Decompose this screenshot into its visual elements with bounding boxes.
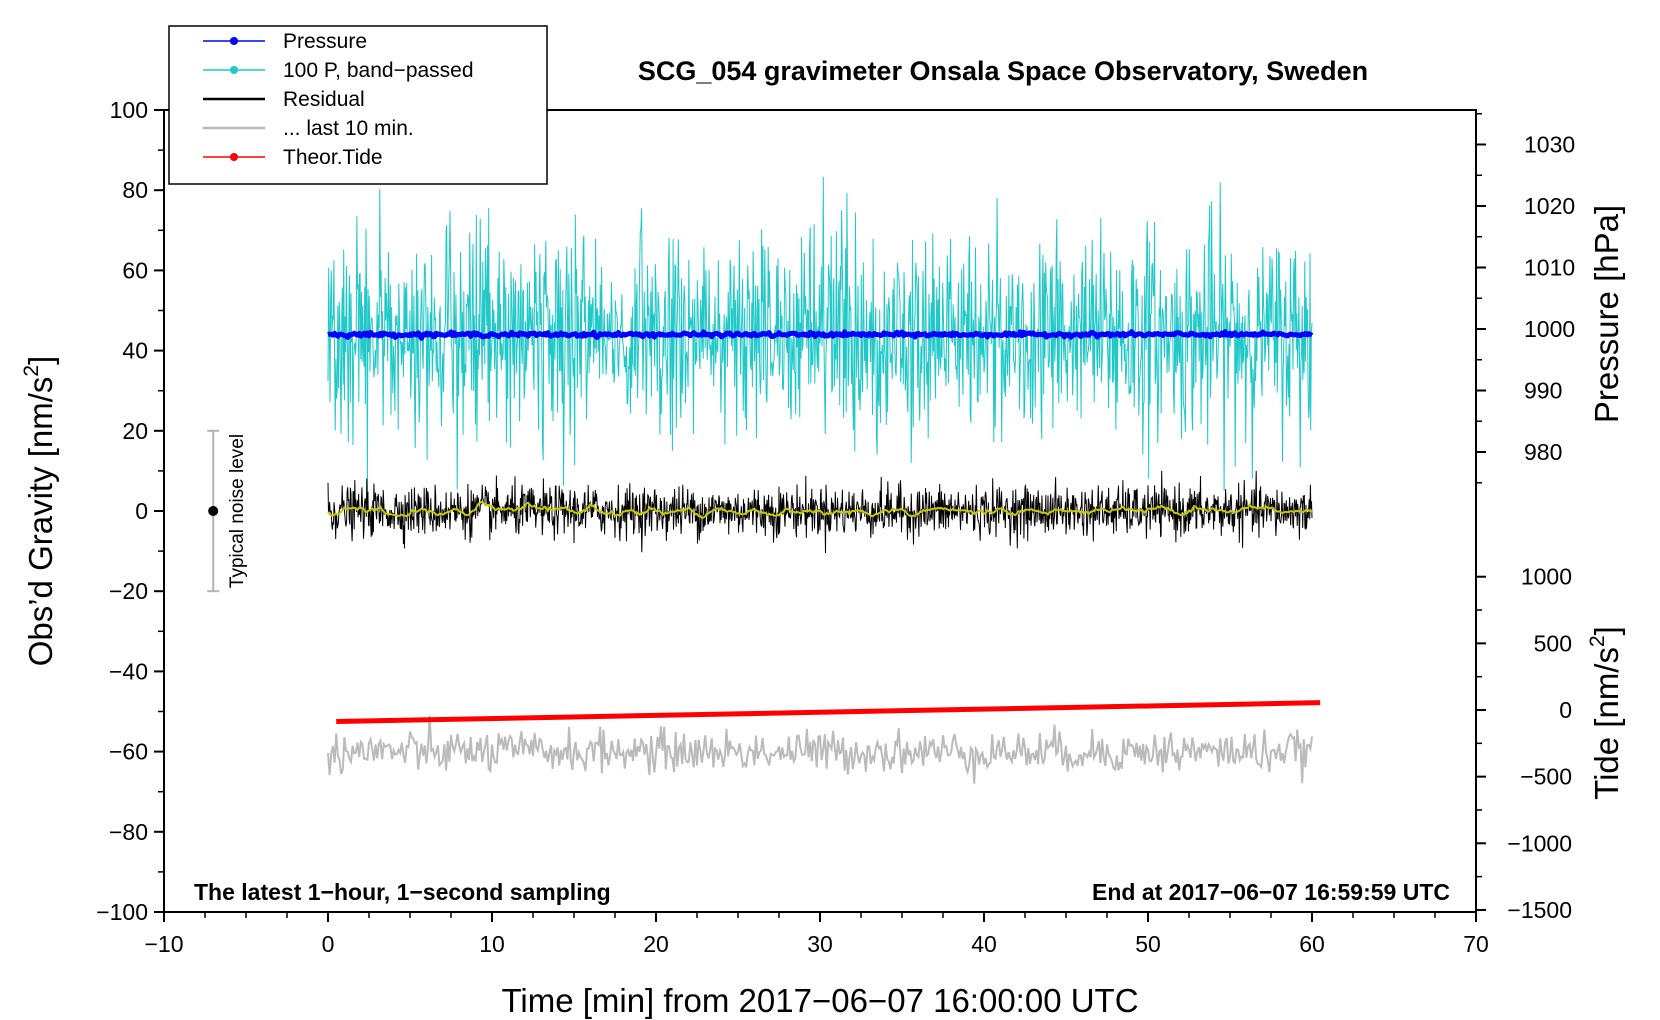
noise-level-indicator: Typical noise level: [207, 429, 248, 593]
y-tick-label: 80: [122, 177, 148, 203]
noise-bar-label: Typical noise level: [227, 434, 248, 588]
tide-axis-title: Tide [nm/s2]: [1586, 626, 1625, 800]
left-axis-title-sup: 2: [20, 365, 43, 377]
chart-title: SCG_054 gravimeter Onsala Space Observat…: [638, 56, 1368, 86]
tide-tick-label: 1000: [1521, 564, 1572, 590]
legend-label: 100 P, band−passed: [283, 59, 474, 82]
y-tick-label: 40: [122, 338, 148, 364]
tide-axis-title-close: ]: [1588, 626, 1625, 635]
tide-tick-label: −1500: [1507, 897, 1572, 923]
y-tick-label: −100: [96, 899, 148, 925]
x-tick-label: 30: [807, 931, 833, 957]
tide-axis-title-main: Tide [nm/s: [1588, 647, 1625, 800]
y-tick-label: 0: [135, 498, 148, 524]
legend-label: Residual: [283, 88, 365, 111]
y-tick-label: 20: [122, 418, 148, 444]
series-residual: [327, 470, 1313, 554]
legend-label: ... last 10 min.: [283, 117, 414, 140]
x-tick-label: 40: [971, 931, 997, 957]
x-tick-label: 20: [643, 931, 669, 957]
legend-label: Theor.Tide: [283, 146, 383, 169]
legend-item: Pressure: [203, 30, 367, 53]
x-tick-label: 50: [1135, 931, 1161, 957]
legend-item: ... last 10 min.: [203, 117, 414, 140]
legend-item: Residual: [203, 88, 365, 111]
y-tick-label: −40: [109, 658, 148, 684]
series-bandpassed-pressure: [327, 176, 1313, 491]
y-tick-label: −80: [109, 819, 148, 845]
y-tick-label: −20: [109, 578, 148, 604]
y-tick-label: −60: [109, 739, 148, 765]
tide-tick-label: 500: [1534, 630, 1572, 656]
axes: −10 0 10 20 30 40 50 60 70100806040200−20−40−60−…: [96, 97, 1575, 957]
legend-label: Pressure: [283, 30, 367, 53]
x-tick-label: 10: [479, 931, 505, 957]
plot-area: [327, 176, 1321, 784]
x-tick-label: 0: [322, 931, 335, 957]
pressure-tick-label: 980: [1524, 439, 1562, 465]
left-axis-title-close: ]: [22, 356, 59, 365]
pressure-tick-label: 1020: [1524, 193, 1575, 219]
x-tick-label: 70: [1463, 931, 1489, 957]
x-tick-label: 60: [1299, 931, 1325, 957]
pressure-axis-title: Pressure [hPa]: [1588, 205, 1625, 423]
pressure-tick-label: 1030: [1524, 132, 1575, 158]
y-tick-label: 60: [122, 257, 148, 283]
tide-tick-label: −1000: [1507, 830, 1572, 856]
legend-swatch-marker: [230, 66, 238, 74]
tide-axis-title-sup: 2: [1586, 635, 1609, 647]
pressure-tick-label: 1000: [1524, 316, 1575, 342]
x-tick-label: −10: [144, 931, 183, 957]
x-axis-title: Time [min] from 2017−06−07 16:00:00 UTC: [501, 982, 1138, 1019]
y-tick-label: 100: [110, 97, 148, 123]
legend-item: Theor.Tide: [203, 146, 383, 169]
legend-swatch-marker: [230, 37, 238, 45]
legend: Pressure 100 P, band−passed Residual ... la…: [168, 25, 548, 185]
annotation-left: The latest 1−hour, 1−second sampling: [194, 879, 611, 905]
annotation-right: End at 2017−06−07 16:59:59 UTC: [1092, 879, 1450, 905]
series-pressure: [327, 329, 1314, 341]
series-residual-smoothed: [327, 500, 1313, 520]
left-axis-title: Obs’d Gravity [nm/s2]: [20, 356, 59, 667]
series-last-10-min: [327, 715, 1313, 784]
noise-bar-point: [208, 506, 219, 516]
legend-item: 100 P, band−passed: [203, 59, 474, 82]
tide-tick-label: −500: [1520, 764, 1572, 790]
tide-tick-label: 0: [1559, 697, 1572, 723]
legend-swatch-marker: [230, 153, 238, 161]
pressure-tick-label: 990: [1524, 378, 1562, 404]
series-theoretical-tide: [336, 700, 1321, 725]
left-axis-title-main: Obs’d Gravity [nm/s: [22, 377, 59, 667]
pressure-tick-label: 1010: [1524, 255, 1575, 281]
